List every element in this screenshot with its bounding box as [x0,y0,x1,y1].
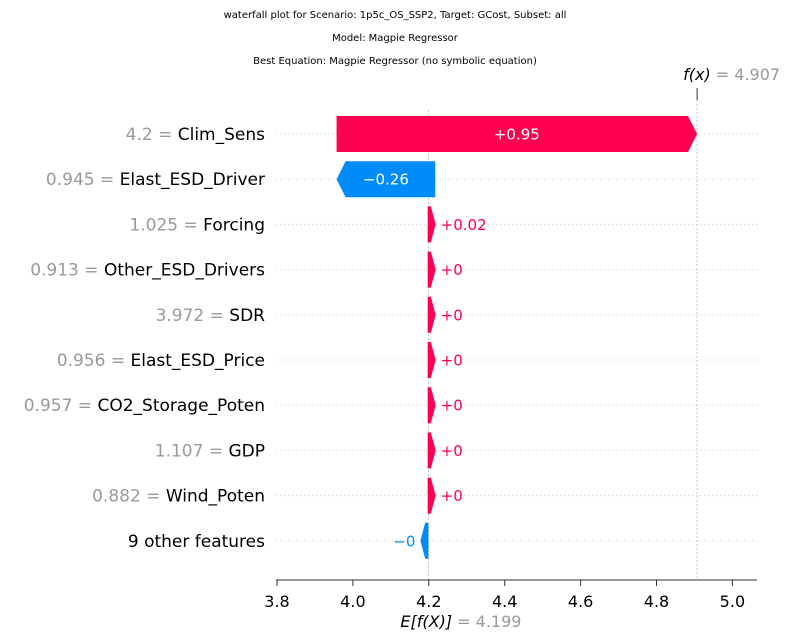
positive-bar [427,432,436,469]
feature-name: CO2_Storage_Poten [97,396,265,416]
x-tick-label: 4.8 [644,592,669,611]
chart-subtitle-model: Model: Magpie Regressor [332,33,458,44]
bar-value-label: −0.26 [363,171,409,189]
feature-name: Elast_ESD_Driver [120,170,265,190]
x-tick-label: 4.6 [568,592,593,611]
feature-label: 1.025 = Forcing [129,215,265,235]
positive-bar [427,251,436,288]
feature-value: 0.882 = [92,487,166,507]
bar-value-label: +0 [441,397,463,415]
feature-label: 0.882 = Wind_Poten [92,487,265,507]
x-tick-label: 4.0 [340,592,365,611]
feature-name: SDR [229,306,265,326]
feature-value: 4.2 = [126,125,178,145]
feature-name: 9 other features [128,532,265,552]
feature-name: Other_ESD_Drivers [104,261,265,281]
feature-label: 0.945 = Elast_ESD_Driver [46,170,265,190]
positive-bar [427,206,436,243]
feature-name: GDP [228,441,265,461]
positive-bar [427,477,436,514]
feature-name: Wind_Poten [166,487,265,507]
x-tick-label: 4.4 [492,592,517,611]
feature-label: 3.972 = SDR [156,306,266,326]
negative-bar [336,161,436,198]
feature-value: 3.972 = [156,306,230,326]
fx-annotation: f(x) = 4.907 [683,65,780,84]
feature-label: 1.107 = GDP [155,441,265,461]
bar-value-label: −0 [393,532,415,550]
feature-value: 0.956 = [57,351,131,371]
bar-value-label: +0 [441,352,463,370]
feature-value: 1.025 = [129,215,203,235]
feature-label: 9 other features [128,532,265,552]
base-annotation: E[f(X)] = 4.199 [400,612,521,631]
bar-value-label: +0.02 [441,216,487,234]
feature-name: Clim_Sens [178,125,265,145]
feature-label: 0.956 = Elast_ESD_Price [57,351,265,371]
base-value: = 4.199 [452,612,521,631]
positive-bar [427,296,436,333]
feature-value: 1.107 = [155,441,229,461]
feature-label: 0.913 = Other_ESD_Drivers [30,261,265,281]
bar-value-label: +0 [441,306,463,324]
fx-label: f(x) [683,65,711,84]
feature-value: 0.945 = [46,170,120,190]
positive-bar [336,116,698,152]
chart-subtitle-equation: Best Equation: Magpie Regressor (no symb… [253,56,537,67]
x-tick-label: 3.8 [264,592,289,611]
positive-bar [427,342,436,378]
x-tick-label: 4.2 [416,592,441,611]
feature-label: 0.957 = CO2_Storage_Poten [24,396,265,416]
feature-value: 0.913 = [30,261,104,281]
chart-title: waterfall plot for Scenario: 1p5c_OS_SSP… [223,10,567,21]
fx-value: = 4.907 [711,65,780,84]
feature-label: 4.2 = Clim_Sens [126,125,265,145]
bar-value-label: +0 [441,442,463,460]
feature-value: 0.957 = [24,396,98,416]
bar-value-label: +0.95 [494,126,540,144]
positive-bar [427,387,436,424]
negative-bar [420,522,429,559]
x-tick-label: 5.0 [720,592,745,611]
base-label: E[f(X)] [400,612,452,631]
bar-value-label: +0 [441,487,463,505]
bar-value-label: +0 [441,261,463,279]
feature-name: Elast_ESD_Price [131,351,266,371]
feature-name: Forcing [203,215,265,235]
